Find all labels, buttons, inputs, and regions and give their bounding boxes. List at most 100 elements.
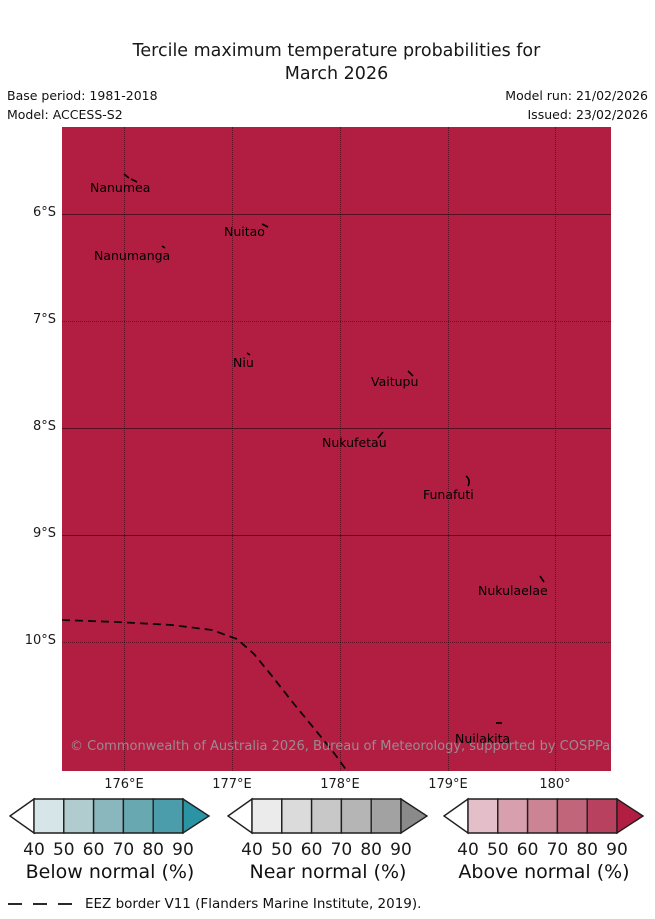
colorbar-left-arrow [8,797,35,835]
gridline-vertical [448,127,449,771]
island-mark-funafuti [465,475,470,487]
colorbar-segment [310,798,343,834]
colorbar-segment [586,798,618,834]
island-label-nukulaelae: Nukulaelae [478,583,548,598]
eez-legend-label: EEZ border V11 (Flanders Marine Institut… [85,896,422,912]
copyright-text: © Commonwealth of Australia 2026, Bureau… [70,739,611,754]
colorbar-tick-label: 60 [300,840,323,860]
gridline-horizontal [62,642,611,643]
island-mark-vaitupu [407,370,414,377]
lon-tick-label: 177°E [212,777,252,792]
island-label-niu: Niu [233,355,254,370]
eez-legend: EEZ border V11 (Flanders Marine Institut… [8,896,421,912]
gridline-vertical [340,127,341,771]
colorbar-title-above-normal: Above normal (%) [458,861,630,883]
colorbar-segment [152,798,184,834]
colorbar-arrow-above-normal [442,797,645,835]
colorbar-tick-label: 70 [546,840,569,860]
colorbar-arrow-near-normal [226,797,429,835]
colorbar-tick-label: 90 [606,840,628,860]
colorbar-right-arrow [616,797,645,835]
eez-dash-icon [58,903,72,905]
colorbar-tick-label: 90 [172,840,194,860]
colorbar-tick-label: 40 [241,840,263,860]
map-overlay [62,173,545,771]
colorbar-segment [33,798,65,834]
colorbar-tick-label: 70 [330,840,353,860]
colorbar-segment [92,798,125,834]
lat-tick-label: 10°S [24,633,56,648]
colorbar-segment [122,798,154,834]
island-label-vaitupu: Vaitupu [371,374,419,389]
lon-tick-label: 179°E [428,777,468,792]
colorbar-tick-label: 50 [270,840,293,860]
model-text: Model: ACCESS-S2 [7,107,123,122]
colorbar-tick-label: 60 [516,840,539,860]
gridline-horizontal [62,535,611,536]
page-title-line2: March 2026 [284,64,389,84]
eez-dash-icon [33,903,47,905]
colorbar-tick-label: 60 [82,840,105,860]
island-label-nanumanga: Nanumanga [94,248,171,263]
lat-tick-label: 7°S [32,312,56,327]
gridline-vertical [124,127,125,771]
colorbar-segment [340,798,372,834]
base-period-text: Base period: 1981-2018 [7,88,158,103]
island-mark-nanumanga [161,245,166,249]
colorbar-segment [556,798,588,834]
lon-tick-label: 180° [539,777,571,792]
colorbar-tick-label: 50 [486,840,509,860]
colorbar-left-arrow [442,797,469,835]
colorbar-tick-label: 40 [23,840,45,860]
meta-left: Base period: 1981-2018 Model: ACCESS-S2 [7,86,158,124]
page-title: Tercile maximum temperature probabilitie… [62,40,611,86]
colorbar-below-normal: 40 50 60 70 80 90 Below normal (%) [8,797,211,889]
colorbar-tick-label: 80 [142,840,164,860]
lat-tick-label: 8°S [32,419,56,434]
island-mark-nuitao [261,223,269,228]
gridline-horizontal [62,321,611,322]
colorbar-segment [497,798,529,834]
colorbar-right-arrow [182,797,211,835]
lon-tick-label: 178°E [320,777,360,792]
island-mark-nukulaelae [539,575,545,583]
lat-tick-label: 6°S [32,205,56,220]
island-label-nuitao: Nuitao [224,224,265,239]
page-title-line1: Tercile maximum temperature probabilitie… [132,41,541,61]
island-label-nukufetau: Nukufetau [322,435,387,450]
colorbar-segment [467,798,499,834]
issued-text: Issued: 23/02/2026 [527,107,649,122]
island-mark-nanumea [123,173,138,183]
gridline-vertical [232,127,233,771]
colorbar-segment [63,798,95,834]
colorbar-segment [281,798,313,834]
lat-tick-label: 9°S [32,526,56,541]
model-run-text: Model run: 21/02/2026 [505,88,648,103]
island-mark-nukufetau [377,431,384,439]
island-label-nanumea: Nanumea [90,180,151,195]
colorbar-tick-label: 70 [112,840,135,860]
meta-right: Model run: 21/02/2026 Issued: 23/02/2026 [505,86,648,124]
colorbar-tick-label: 40 [457,840,479,860]
lon-tick-label: 176°E [104,777,144,792]
colorbar-near-normal: 40 50 60 70 80 90 Near normal (%) [226,797,429,889]
colorbar-above-normal: 40 50 60 70 80 90 Above normal (%) [442,797,645,889]
colorbar-right-arrow [400,797,429,835]
island-label-nuilakita: Nuilakita [455,731,511,746]
gridline-vertical [555,127,556,771]
colorbar-tick-label: 80 [360,840,382,860]
colorbar-tick-label: 80 [576,840,598,860]
colorbar-arrow-below-normal [8,797,211,835]
colorbar-segment [370,798,402,834]
gridline-horizontal [62,428,611,429]
eez-dash-icon [8,903,22,905]
colorbar-segment [526,798,559,834]
gridline-horizontal [62,214,611,215]
forecast-map: Nanumea Nuitao Nanumanga Niu Vaitupu Nukufeta… [62,127,611,771]
island-label-funafuti: Funafuti [423,487,474,502]
colorbar-title-below-normal: Below normal (%) [25,861,195,883]
island-mark-niu [246,352,251,356]
eez-border-line [62,619,348,771]
colorbar-tick-label: 50 [52,840,75,860]
